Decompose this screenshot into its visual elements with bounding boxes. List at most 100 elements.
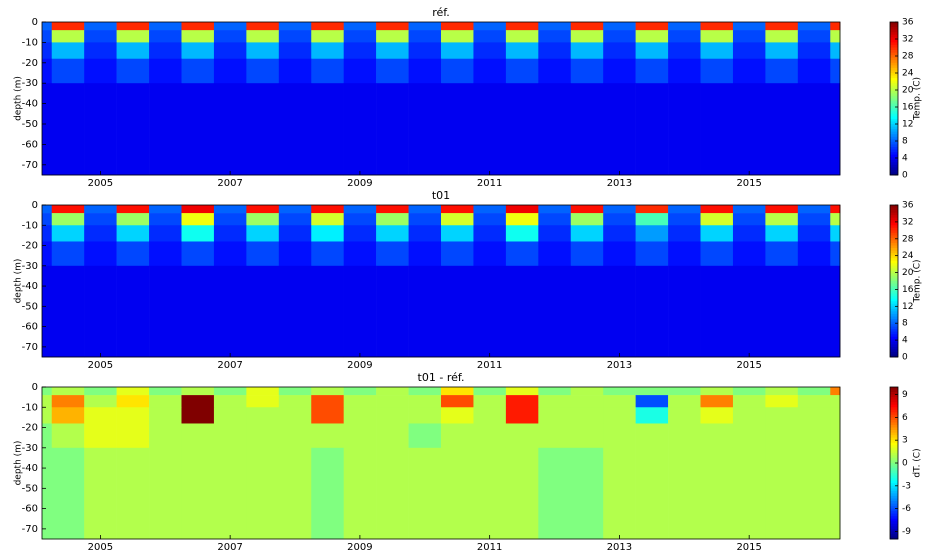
heat-cell xyxy=(668,213,701,226)
colorbar-stripe xyxy=(890,205,898,208)
heat-cell xyxy=(538,22,572,31)
heat-cell xyxy=(570,205,604,214)
colorbar-stripe xyxy=(890,139,898,143)
heat-cell xyxy=(246,22,280,31)
heat-cell xyxy=(84,241,117,267)
colorbar-stripe xyxy=(890,392,898,395)
heat-cell xyxy=(376,423,409,449)
heat-cell xyxy=(797,22,831,31)
heat-cell xyxy=(213,395,247,408)
colorbar-stripe xyxy=(890,493,898,497)
x-tick-label: 2011 xyxy=(477,178,502,189)
heat-cell xyxy=(343,58,377,84)
colorbar-stripe xyxy=(890,336,898,340)
heat-cell xyxy=(149,30,182,43)
panel-title: t01 - réf. xyxy=(418,371,465,384)
heat-cell xyxy=(635,42,669,60)
colorbar-label: Temp. (C) xyxy=(913,77,923,121)
colorbar-stripe xyxy=(890,521,898,525)
colorbar-stripe xyxy=(890,124,898,127)
colorbar-stripe xyxy=(890,39,898,43)
heat-cell xyxy=(51,205,85,214)
heat-cell xyxy=(765,83,799,176)
colorbar-stripe xyxy=(890,281,898,284)
heat-cell xyxy=(765,205,799,214)
heat-cell xyxy=(635,213,669,226)
heat-cell xyxy=(668,407,701,424)
heat-cell xyxy=(51,407,85,424)
colorbar-stripe xyxy=(890,296,898,300)
colorbar-stripe xyxy=(890,422,898,426)
colorbar-stripe xyxy=(890,44,898,48)
heat-cell xyxy=(42,265,53,358)
heat-cell xyxy=(830,225,841,242)
heat-cell xyxy=(765,387,799,396)
heat-cell xyxy=(505,58,539,84)
heat-cell xyxy=(149,42,182,60)
heat-cell xyxy=(538,395,572,408)
heat-cell xyxy=(311,22,344,31)
colorbar-stripe xyxy=(890,306,898,310)
heat-cell xyxy=(246,225,280,242)
heat-cell xyxy=(505,225,539,242)
colorbar-stripe xyxy=(890,445,898,449)
heat-cell xyxy=(570,22,604,31)
colorbar-stripe xyxy=(890,528,898,532)
colorbar-stripe xyxy=(890,24,898,28)
colorbar-stripe xyxy=(890,121,898,125)
heat-cell xyxy=(797,205,831,214)
heat-cell xyxy=(603,213,636,226)
x-tick-label: 2015 xyxy=(736,542,761,551)
colorbar-stripe xyxy=(890,212,898,216)
colorbar-stripe xyxy=(890,321,898,325)
heat-cell xyxy=(376,241,409,267)
heat-cell xyxy=(603,407,636,424)
heat-cell xyxy=(765,22,799,31)
heat-cell xyxy=(570,241,604,267)
colorbar-stripe xyxy=(890,351,898,355)
heat-cell xyxy=(505,387,539,396)
heat-cell xyxy=(51,213,85,226)
x-tick-label: 2007 xyxy=(217,178,242,189)
heat-cell xyxy=(343,22,377,31)
colorbar-stripe xyxy=(890,129,898,133)
heat-cell xyxy=(830,395,841,408)
colorbar-stripe xyxy=(890,169,898,173)
colorbar-stripe xyxy=(890,414,898,418)
heat-cell xyxy=(213,42,247,60)
heat-cell xyxy=(376,83,409,176)
colorbar-stripe xyxy=(890,447,898,451)
plot-frame xyxy=(41,204,841,358)
heat-cell xyxy=(311,30,344,43)
heat-cell xyxy=(343,83,377,176)
heat-cell xyxy=(765,447,799,540)
heat-cell xyxy=(603,447,636,540)
heat-cell xyxy=(538,42,572,60)
heat-cell xyxy=(635,241,669,267)
colorbar-stripe xyxy=(890,108,898,112)
colorbar-tick-label: 20 xyxy=(902,86,914,96)
heat-cell xyxy=(830,22,841,31)
x-tick-label: 2007 xyxy=(217,542,242,551)
heat-cell xyxy=(376,42,409,60)
heat-cell xyxy=(441,22,474,31)
heat-cell xyxy=(116,265,150,358)
colorbar-stripe xyxy=(890,468,898,471)
heat-cell xyxy=(343,265,377,358)
x-tick-label: 2013 xyxy=(607,360,632,371)
colorbar-stripe xyxy=(890,465,898,469)
colorbar-stripe xyxy=(890,152,898,155)
heat-cell xyxy=(213,387,247,396)
heat-cell xyxy=(376,447,409,540)
colorbar-stripe xyxy=(890,407,898,411)
colorbar-tick-label: -3 xyxy=(902,481,911,491)
heat-cell xyxy=(700,22,734,31)
heat-cell xyxy=(181,447,215,540)
colorbar-stripe xyxy=(890,78,898,82)
heat-cell xyxy=(181,407,215,424)
colorbar-stripe xyxy=(890,134,898,138)
colorbar-stripe xyxy=(890,437,898,441)
heat-cell xyxy=(603,42,636,60)
heat-cell xyxy=(311,225,344,242)
heat-cell xyxy=(408,225,442,242)
